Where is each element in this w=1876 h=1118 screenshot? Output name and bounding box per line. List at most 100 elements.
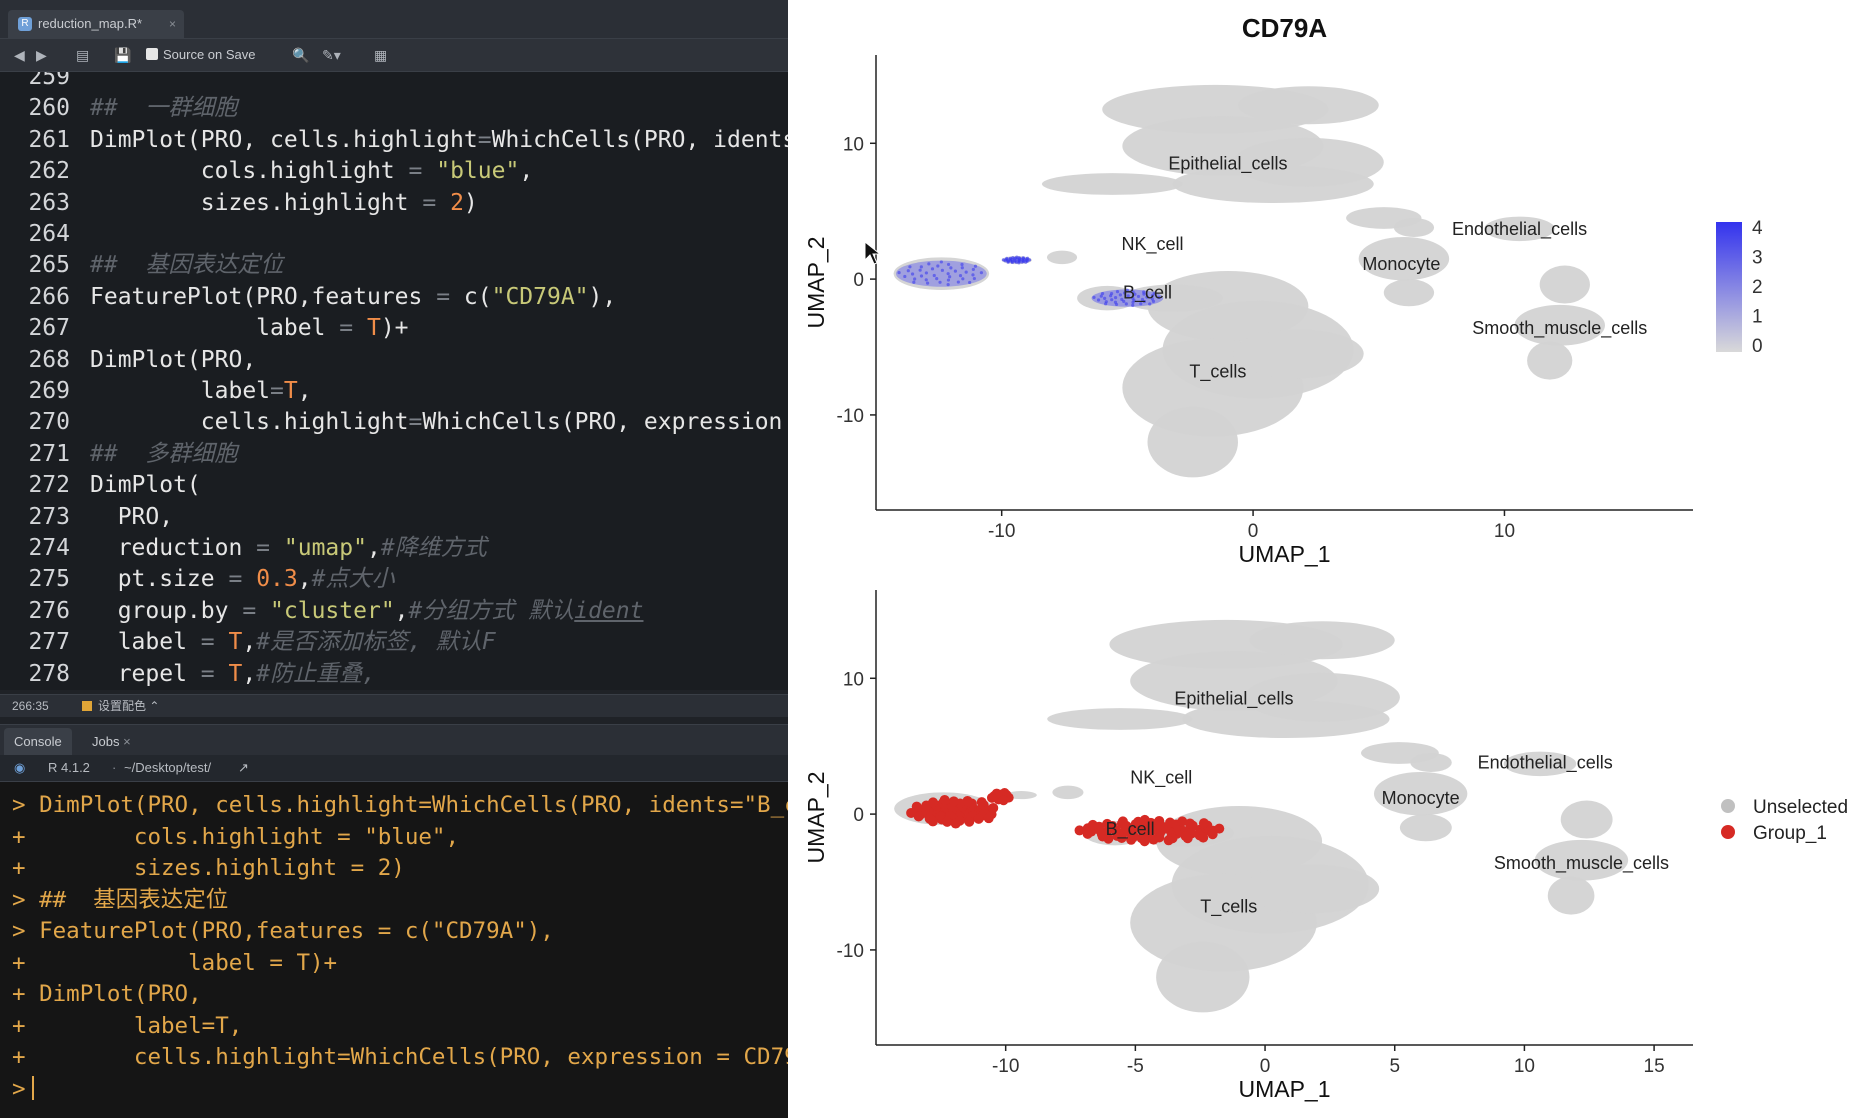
console-prompt: >: [12, 1074, 34, 1105]
code-line[interactable]: 264: [0, 219, 788, 250]
close-jobs-icon[interactable]: ×: [123, 734, 131, 749]
code-token: "blue": [436, 158, 520, 185]
expressing-point: [1001, 258, 1006, 262]
expressing-point: [949, 266, 953, 270]
line-number: 262: [28, 158, 70, 185]
expressing-point: [1021, 256, 1025, 260]
cluster-label: Monocyte: [1382, 788, 1460, 808]
editor-status-bar: 266:35 设置配色 ⌃: [0, 694, 788, 717]
code-line[interactable]: 265 ## 基因表达定位: [0, 250, 788, 281]
r-logo-icon: ◉: [14, 760, 26, 775]
plots-pane: -10 0 10 -10 0 10 UMAP_1 UMAP_2 CD79A Epithelial_…: [788, 0, 1876, 1118]
go-to-directory-icon[interactable]: ↗: [238, 760, 249, 775]
expressing-point: [1122, 299, 1126, 304]
code-line[interactable]: 259: [0, 72, 788, 93]
code-text: label = T,#是否添加标签, 默认F: [90, 627, 496, 658]
mouse-pointer-icon: [864, 240, 882, 265]
save-icon[interactable]: 💾: [114, 47, 132, 63]
working-directory[interactable]: ~/Desktop/test/: [124, 760, 212, 775]
code-token: T: [228, 660, 243, 687]
expressing-point: [953, 269, 958, 273]
search-icon[interactable]: 🔍: [292, 47, 310, 63]
code-text: ## 一群细胞: [90, 93, 237, 124]
console-text: + DimPlot(PRO,: [12, 981, 202, 1007]
editor-tab-bar: R reduction_map.R* ×: [0, 0, 788, 39]
scope-indicator[interactable]: 设置配色 ⌃: [82, 695, 159, 717]
cell-cloud: [1244, 864, 1380, 914]
code-line[interactable]: 278 repel = T,#防止重叠,: [0, 659, 788, 690]
colorbar-tick-label: 1: [1752, 307, 1763, 328]
forward-icon[interactable]: ▶: [36, 47, 47, 63]
close-tab-icon[interactable]: ×: [168, 17, 176, 31]
code-text: label=T,: [90, 376, 312, 407]
expressing-point: [924, 278, 928, 282]
console-line: > DimPlot(PRO, cells.highlight=WhichCell…: [12, 790, 788, 821]
expressing-point: [1124, 302, 1128, 306]
code-token: #降维方式: [380, 535, 487, 561]
code-line[interactable]: 261 DimPlot(PRO, cells.highlight=WhichCel…: [0, 125, 788, 156]
code-line[interactable]: 269 label=T,: [0, 376, 788, 407]
highlighted-cell-point: [1154, 815, 1165, 826]
y-tick-label: 10: [843, 134, 864, 155]
console-line: > FeaturePlot(PRO,features = c("CD79A"),: [12, 916, 554, 947]
colorbar-tick-label: 3: [1752, 248, 1763, 269]
expressing-point: [1109, 291, 1114, 296]
y-tick-label: 10: [843, 669, 864, 690]
source-on-save-toggle[interactable]: Source on Save: [146, 45, 256, 65]
code-line[interactable]: 274 reduction = "umap",#降维方式: [0, 533, 788, 564]
code-line[interactable]: 272 DimPlot(: [0, 470, 788, 501]
code-line[interactable]: 270 cells.highlight=WhichCells(PRO, expr…: [0, 407, 788, 438]
code-token: ,: [366, 535, 381, 561]
console-output[interactable]: > DimPlot(PRO, cells.highlight=WhichCell…: [0, 782, 788, 1118]
show-in-window-icon[interactable]: ▤: [76, 47, 90, 63]
expressing-point: [935, 277, 939, 281]
highlighted-cell-point: [1087, 819, 1098, 830]
source-on-save-checkbox[interactable]: [146, 48, 158, 60]
code-line[interactable]: 275 pt.size = 0.3,#点大小: [0, 564, 788, 595]
editor-tab[interactable]: R reduction_map.R* ×: [8, 10, 184, 38]
expressing-point: [938, 280, 942, 284]
r-version: R 4.1.2: [48, 760, 90, 775]
code-line[interactable]: 267 label = T)+: [0, 313, 788, 344]
code-line[interactable]: 262 cols.highlight = "blue",: [0, 156, 788, 187]
y-axis-title: UMAP_2: [803, 771, 829, 863]
code-line[interactable]: 266 FeaturePlot(PRO,features = c("CD79A")…: [0, 282, 788, 313]
line-number: 259: [28, 72, 70, 90]
code-line[interactable]: 273 PRO,: [0, 502, 788, 533]
console-line: + sizes.highlight = 2): [12, 853, 405, 884]
expressing-point: [979, 271, 984, 275]
code-tools-wand-icon[interactable]: ✎▾: [322, 47, 341, 63]
code-line[interactable]: 268 DimPlot(PRO,: [0, 345, 788, 376]
code-text: label = T)+: [90, 313, 408, 344]
expressing-point: [925, 281, 930, 285]
code-token: PRO,: [90, 503, 174, 530]
highlighted-cell-point: [998, 795, 1009, 806]
highlighted-cell-point: [964, 816, 975, 827]
code-token: ,: [394, 597, 409, 624]
text-cursor: [31, 1075, 34, 1100]
highlighted-cell-point: [976, 797, 987, 808]
expressing-point: [1151, 299, 1156, 303]
highlighted-cell-point: [1102, 818, 1113, 829]
cell-cloud: [1399, 814, 1452, 842]
colorbar-tick-label: 2: [1752, 277, 1763, 298]
source-on-save-label: Source on Save: [163, 47, 256, 62]
back-icon[interactable]: ◀: [14, 47, 25, 63]
code-line[interactable]: 260 ## 一群细胞: [0, 93, 788, 124]
compile-report-icon[interactable]: ▦: [374, 47, 388, 63]
code-line[interactable]: 271 ## 多群细胞: [0, 439, 788, 470]
code-line[interactable]: 263 sizes.highlight = 2): [0, 188, 788, 219]
line-number: 274: [28, 535, 70, 561]
tab-console[interactable]: Console: [4, 728, 72, 755]
line-number: 268: [28, 346, 70, 373]
expressing-point: [939, 260, 943, 264]
code-token: 0.3: [256, 566, 298, 593]
code-editor[interactable]: 259 260 ## 一群细胞 261 DimPlot(PRO, cells.highl…: [0, 72, 788, 690]
code-token: =: [270, 378, 284, 404]
cluster-label: Endothelial_cells: [1452, 219, 1587, 240]
tab-jobs[interactable]: Jobs ×: [82, 728, 141, 755]
cell-cloud: [1249, 621, 1395, 660]
code-line[interactable]: 277 label = T,#是否添加标签, 默认F: [0, 627, 788, 658]
expressing-point: [897, 271, 901, 275]
code-line[interactable]: 276 group.by = "cluster",#分组方式 默认ident: [0, 596, 788, 627]
